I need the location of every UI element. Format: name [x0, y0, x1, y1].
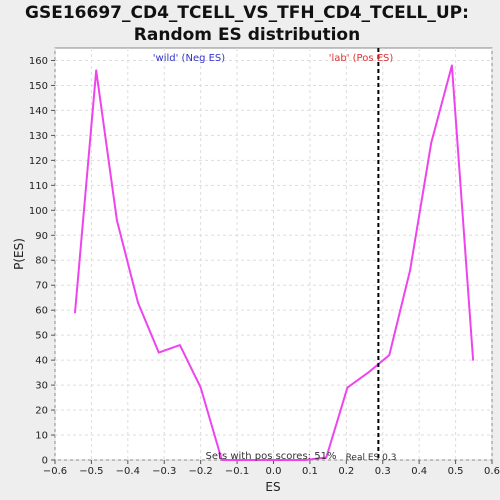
- y-tick-label: 100: [29, 206, 48, 217]
- wild-neg-es-label: 'wild' (Neg ES): [153, 53, 225, 64]
- x-tick-label: 0.3: [375, 466, 391, 477]
- y-tick-label: 50: [35, 331, 48, 342]
- y-tick-label: 130: [29, 131, 48, 142]
- series-point: [451, 65, 453, 67]
- series-point: [74, 312, 76, 314]
- real-es-label: Real ES 0.3: [346, 453, 397, 463]
- y-tick-label: 160: [29, 56, 48, 67]
- y-tick-label: 150: [29, 81, 48, 92]
- series-point: [472, 359, 474, 361]
- series-point: [200, 387, 202, 389]
- y-tick-label: 140: [29, 106, 48, 117]
- x-tick-label: 0.6: [484, 466, 500, 477]
- series-point: [137, 302, 139, 304]
- series-point: [158, 352, 160, 354]
- y-axis-label: P(ES): [12, 238, 26, 270]
- series-point: [367, 372, 369, 374]
- series-point: [347, 387, 349, 389]
- y-tick-label: 70: [35, 281, 48, 292]
- chart-title-line1: GSE16697_CD4_TCELL_VS_TFH_CD4_TCELL_UP:: [25, 3, 469, 23]
- y-tick-label: 120: [29, 156, 48, 167]
- y-tick-label: 20: [35, 406, 48, 417]
- x-axis-label: ES: [265, 480, 280, 494]
- y-tick-label: 80: [35, 256, 48, 267]
- series-point: [95, 70, 97, 72]
- y-tick-label: 40: [35, 356, 48, 367]
- x-tick-label: −0.5: [79, 466, 103, 477]
- series-point: [430, 142, 432, 144]
- y-tick-label: 0: [42, 456, 48, 467]
- x-tick-label: −0.6: [43, 466, 67, 477]
- x-tick-label: 0.5: [448, 466, 464, 477]
- x-tick-label: 0.4: [411, 466, 427, 477]
- x-tick-label: 0.0: [266, 466, 282, 477]
- series-point: [179, 344, 181, 346]
- x-tick-label: −0.2: [189, 466, 213, 477]
- series-point: [116, 219, 118, 221]
- y-tick-label: 110: [29, 181, 48, 192]
- x-tick-label: 0.2: [338, 466, 354, 477]
- lab-pos-es-label: 'lab' (Pos ES): [329, 53, 394, 64]
- series-point: [389, 354, 391, 356]
- x-tick-label: −0.3: [152, 466, 176, 477]
- x-tick-label: −0.1: [225, 466, 249, 477]
- pos-scores-annotation: Sets with pos scores: 51%: [206, 451, 337, 462]
- y-tick-label: 60: [35, 306, 48, 317]
- y-tick-label: 30: [35, 381, 48, 392]
- y-tick-label: 10: [35, 431, 48, 442]
- x-tick-label: 0.1: [302, 466, 318, 477]
- x-tick-label: −0.4: [116, 466, 140, 477]
- chart-title-line2: Random ES distribution: [134, 25, 360, 45]
- series-point: [409, 269, 411, 271]
- y-tick-label: 90: [35, 231, 48, 242]
